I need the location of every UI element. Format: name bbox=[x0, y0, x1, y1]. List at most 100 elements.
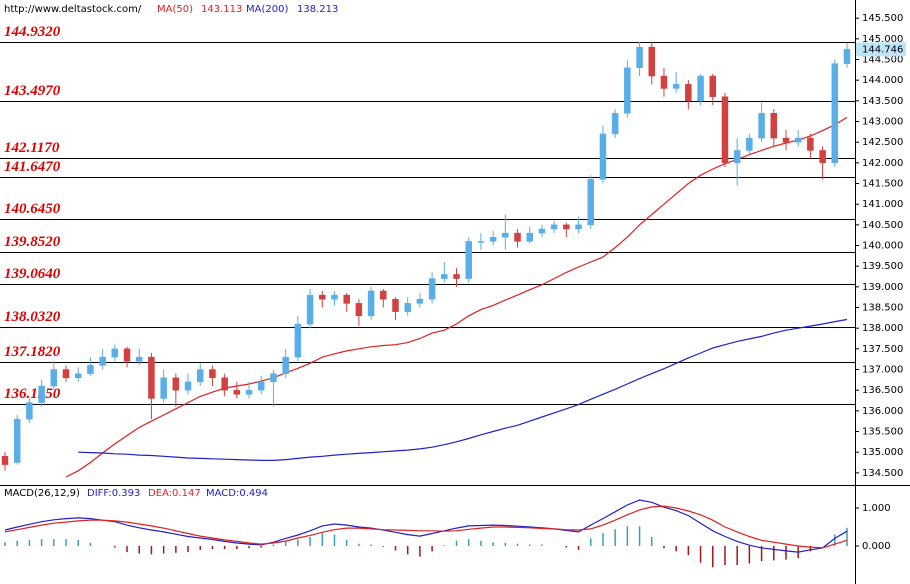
candle-body bbox=[599, 133, 607, 180]
y-tick-label: 0.000 bbox=[862, 541, 891, 552]
candle-body bbox=[367, 290, 375, 317]
legend-value: 143.113 bbox=[201, 4, 242, 15]
y-tick-label: 143.500 bbox=[862, 96, 903, 107]
level-label: 140.6450 bbox=[4, 201, 61, 217]
y-tick-label: 144.500 bbox=[862, 55, 903, 66]
candle-body bbox=[416, 298, 424, 304]
candle-body bbox=[13, 418, 21, 463]
candle-body bbox=[245, 389, 253, 395]
candle-body bbox=[380, 290, 387, 300]
candle-body bbox=[221, 377, 228, 391]
y-tick-label: 140.500 bbox=[862, 220, 903, 231]
level-label: 143.4970 bbox=[4, 83, 61, 99]
candle-body bbox=[135, 356, 143, 362]
candle-body bbox=[465, 241, 472, 279]
candle-body bbox=[270, 373, 277, 383]
candle-body bbox=[453, 274, 460, 279]
candle-body bbox=[74, 373, 82, 379]
candle-body bbox=[306, 294, 314, 325]
y-tick-label: 135.000 bbox=[862, 447, 903, 458]
candle-body bbox=[721, 96, 729, 164]
y-tick-label: 136.000 bbox=[862, 406, 903, 417]
candle-body bbox=[404, 303, 411, 312]
level-label: 139.8520 bbox=[4, 234, 61, 250]
moving-average bbox=[78, 318, 848, 461]
candle-body bbox=[441, 274, 448, 279]
candle-body bbox=[770, 113, 778, 139]
y-tick-label: 145.500 bbox=[862, 13, 903, 24]
y-tick-label: 142.500 bbox=[862, 137, 903, 148]
candle-body bbox=[611, 113, 619, 135]
candle-body bbox=[636, 46, 643, 69]
legend-name: MA(200) bbox=[246, 4, 288, 15]
level-label: 137.1820 bbox=[4, 344, 61, 360]
y-tick-label: 141.500 bbox=[862, 179, 903, 190]
y-tick-label: 1.000 bbox=[862, 503, 891, 514]
candle-body bbox=[575, 224, 582, 230]
candle-body bbox=[26, 402, 33, 420]
legend-label: DEA:0.147 bbox=[148, 488, 201, 499]
level-label: 144.9320 bbox=[4, 24, 61, 40]
candle-body bbox=[319, 294, 326, 300]
candle-body bbox=[697, 75, 704, 102]
candle-body bbox=[758, 113, 765, 139]
y-tick-label: 141.000 bbox=[862, 199, 903, 210]
candle-body bbox=[746, 137, 753, 151]
candle-body bbox=[819, 150, 826, 164]
candle-body bbox=[831, 63, 839, 164]
source-url: http://www.deltastock.com/ bbox=[4, 4, 142, 15]
y-tick-label: 144.000 bbox=[862, 75, 903, 86]
level-label: 141.6470 bbox=[4, 159, 61, 175]
candle-body bbox=[709, 75, 717, 97]
candle-body bbox=[563, 224, 570, 230]
legend-name: MA(50) bbox=[157, 4, 193, 15]
y-tick-label: 138.500 bbox=[862, 303, 903, 314]
y-tick-label: 142.000 bbox=[862, 158, 903, 169]
y-tick-label: 139.000 bbox=[862, 282, 903, 293]
legend-label: MACD:0.494 bbox=[206, 488, 268, 499]
macd-line bbox=[4, 499, 848, 553]
candle-body bbox=[123, 348, 131, 362]
macd-title: MACD(26,12,9) bbox=[4, 488, 80, 499]
candle-body bbox=[624, 67, 631, 114]
y-tick-label: 135.500 bbox=[862, 427, 903, 438]
level-label: 136.1550 bbox=[4, 386, 61, 402]
candle-body bbox=[111, 348, 119, 358]
y-tick-label: 137.500 bbox=[862, 344, 903, 355]
legend-label: DIFF:0.393 bbox=[87, 488, 140, 499]
candle-body bbox=[294, 323, 302, 358]
candle-body bbox=[526, 232, 533, 242]
y-tick-label: 139.500 bbox=[862, 261, 903, 272]
candle-body bbox=[1, 456, 9, 465]
candle-body bbox=[282, 356, 289, 374]
candle-body bbox=[172, 377, 180, 391]
y-tick-label: 134.500 bbox=[862, 468, 903, 479]
y-tick-label: 137.000 bbox=[862, 365, 903, 376]
candle-body bbox=[343, 294, 350, 304]
candle-body bbox=[843, 49, 851, 64]
candle-body bbox=[392, 298, 399, 312]
legend-value: 138.213 bbox=[297, 4, 338, 15]
price-label: 144.746 bbox=[862, 44, 903, 55]
candle-body bbox=[38, 385, 45, 403]
candle-body bbox=[99, 356, 106, 366]
candle-body bbox=[50, 369, 58, 387]
candle-body bbox=[160, 377, 167, 399]
level-label: 138.0320 bbox=[4, 309, 61, 325]
y-tick-label: 143.000 bbox=[862, 117, 903, 128]
candle-body bbox=[794, 137, 802, 143]
candle-body bbox=[489, 236, 497, 242]
macd-line bbox=[4, 505, 848, 549]
candle-body bbox=[685, 84, 692, 102]
candle-body bbox=[538, 228, 546, 234]
candle-body bbox=[233, 389, 241, 395]
level-label: 142.1170 bbox=[4, 140, 60, 156]
candle-body bbox=[550, 224, 558, 230]
candle-body bbox=[196, 369, 204, 383]
candle-body bbox=[258, 381, 265, 391]
candle-body bbox=[660, 75, 668, 89]
candle-body bbox=[502, 232, 509, 238]
candle-body bbox=[62, 369, 70, 379]
